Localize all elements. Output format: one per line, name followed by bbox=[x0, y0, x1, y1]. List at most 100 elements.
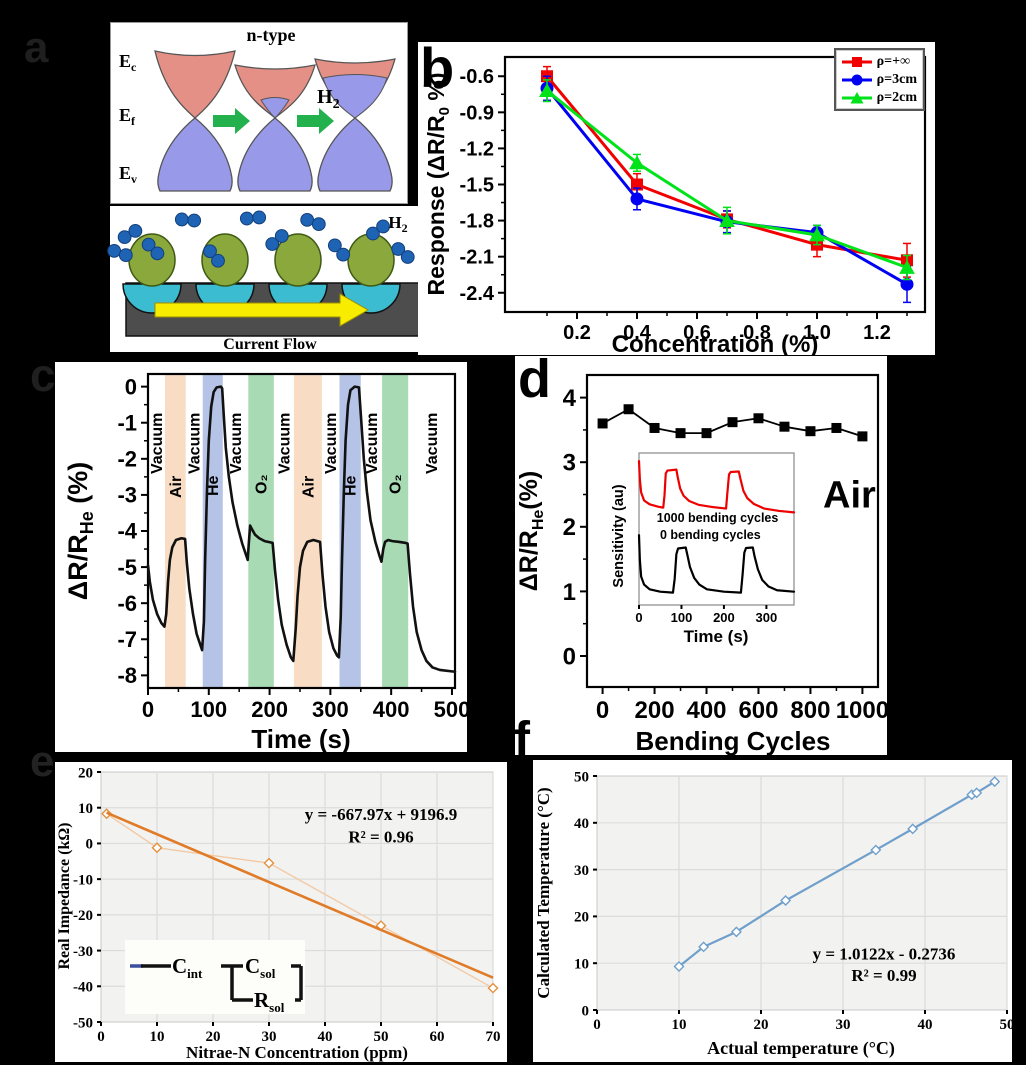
f-x-axis-label: Actual temperature (°C) bbox=[707, 1038, 895, 1059]
svg-text:-20: -20 bbox=[73, 908, 93, 924]
h2-molecule bbox=[391, 242, 406, 256]
svg-text:-1: -1 bbox=[117, 410, 137, 435]
svg-text:70: 70 bbox=[486, 1029, 501, 1045]
c-y-axis-label: ΔR/RHe (%) bbox=[63, 462, 97, 600]
cone2-conduction bbox=[234, 64, 316, 119]
panel-label-c: c bbox=[30, 349, 56, 401]
h2-molecule bbox=[187, 213, 202, 228]
svg-text:y = 1.0122x - 0.2736: y = 1.0122x - 0.2736 bbox=[813, 944, 956, 963]
e-x-axis-label: Nitrae-N Concentration (ppm) bbox=[186, 1043, 408, 1062]
panel-label-b: b bbox=[420, 36, 455, 99]
inset-y-axis-label: Sensitivity (au) bbox=[611, 484, 627, 587]
svg-text:R² = 0.99: R² = 0.99 bbox=[851, 966, 916, 985]
csol-label: Csol bbox=[245, 954, 276, 981]
h2-molecule bbox=[366, 226, 380, 241]
panel-label-e: e bbox=[30, 737, 55, 786]
transition-arrow-icon bbox=[213, 108, 250, 134]
svg-text:10: 10 bbox=[574, 956, 589, 972]
svg-text:20: 20 bbox=[206, 1029, 221, 1045]
svg-text:-1.5: -1.5 bbox=[460, 175, 494, 197]
svg-text:-0.6: -0.6 bbox=[460, 66, 494, 88]
svg-text:-3: -3 bbox=[117, 483, 137, 508]
svg-text:0: 0 bbox=[86, 837, 94, 853]
panel-label-f: f bbox=[514, 713, 530, 766]
panel-f-temperature-calibration: 0 10 20 30 40 50 0 10 20 30 40 50 y = 1.0122x - 0.27… bbox=[533, 760, 1015, 1062]
h2-molecule bbox=[336, 247, 351, 262]
h2-molecule bbox=[118, 248, 133, 263]
svg-text:500: 500 bbox=[434, 697, 471, 722]
svg-text:40: 40 bbox=[918, 1017, 933, 1033]
h2-molecule bbox=[376, 219, 390, 234]
current-flow-label: Current Flow bbox=[223, 336, 317, 353]
f-y-axis-label: Calculated Temperature (°C) bbox=[534, 787, 553, 998]
legend-item: ρ=3cm bbox=[840, 71, 917, 88]
h2-molecules bbox=[107, 210, 415, 268]
e-y-axis-label: Real Impedance (kΩ) bbox=[56, 822, 73, 969]
svg-text:y = -667.97x + 9196.9: y = -667.97x + 9196.9 bbox=[305, 805, 458, 824]
svg-text:10: 10 bbox=[672, 1017, 687, 1033]
svg-text:-10: -10 bbox=[73, 872, 93, 888]
svg-text:4: 4 bbox=[563, 385, 577, 412]
bending-inset: 0 100 200 300 1000 bending cycles 0 bending c… bbox=[611, 450, 801, 665]
h2-label: H2 bbox=[317, 86, 340, 112]
svg-text:3: 3 bbox=[563, 450, 576, 477]
svg-text:0: 0 bbox=[582, 1003, 590, 1019]
svg-text:1.2: 1.2 bbox=[863, 322, 891, 344]
chart-d_inset-content: 0 100 200 300 1000 bending cycles 0 bending c… bbox=[635, 452, 796, 625]
svg-text:Vacuum: Vacuum bbox=[323, 413, 340, 474]
svg-text:-0.9: -0.9 bbox=[460, 102, 494, 124]
svg-text:O₂: O₂ bbox=[388, 474, 405, 494]
svg-text:30: 30 bbox=[262, 1029, 277, 1045]
svg-text:50: 50 bbox=[1000, 1017, 1015, 1033]
legend-marker-triangle bbox=[841, 91, 872, 103]
svg-text:Air: Air bbox=[823, 474, 876, 516]
legend-box: ρ=+∞ ρ=3cm ρ=2cm bbox=[833, 48, 925, 111]
svg-text:400: 400 bbox=[373, 697, 410, 722]
svg-text:-1.8: -1.8 bbox=[460, 211, 494, 233]
d-y-axis-label: ΔR/RHe(%) bbox=[515, 471, 547, 591]
h2-molecule bbox=[265, 237, 280, 251]
svg-text:400: 400 bbox=[686, 697, 726, 724]
cone2-fermi-fill bbox=[260, 97, 290, 119]
impedance-chart: 0 10 20 30 40 50 60 70 20 10 0 -10 -20 -30 -40 -50 y = -… bbox=[56, 765, 501, 1062]
svg-text:1: 1 bbox=[563, 579, 576, 606]
svg-text:40: 40 bbox=[318, 1029, 333, 1045]
chart-f-content: 0 10 20 30 40 50 0 10 20 30 40 50 y = 1.0122x - 0.27… bbox=[574, 769, 1015, 1033]
svg-text:10: 10 bbox=[78, 801, 93, 817]
d-x-axis-label: Bending Cycles bbox=[635, 726, 830, 756]
svg-text:0: 0 bbox=[593, 1017, 601, 1033]
svg-text:-50: -50 bbox=[73, 1015, 93, 1031]
svg-text:0: 0 bbox=[142, 697, 154, 722]
svg-text:Vacuum: Vacuum bbox=[187, 413, 204, 474]
h2-molecule bbox=[252, 210, 267, 225]
svg-text:20: 20 bbox=[574, 910, 589, 926]
svg-text:800: 800 bbox=[790, 697, 830, 724]
rsol-label: Rsol bbox=[254, 988, 285, 1015]
h2-molecule bbox=[150, 246, 165, 261]
svg-text:0.2: 0.2 bbox=[563, 322, 591, 344]
svg-text:Vacuum: Vacuum bbox=[364, 413, 381, 474]
h2-molecule bbox=[400, 250, 415, 264]
panel-d-bending-cycles: 0 200 400 600 800 1000 0 1 2 3 4 Air ΔR/RHe(%) Bend… bbox=[515, 356, 889, 756]
h2-molecule bbox=[239, 211, 254, 226]
svg-text:0.6: 0.6 bbox=[683, 322, 711, 344]
svg-text:10: 10 bbox=[150, 1029, 165, 1045]
transition-arrow-icon bbox=[297, 108, 334, 134]
h2-molecule bbox=[141, 237, 156, 252]
svg-text:Vacuum: Vacuum bbox=[424, 413, 441, 474]
band-diagram-title: n-type bbox=[247, 25, 296, 45]
ev-label: Ev bbox=[119, 163, 137, 186]
panel-b-response-vs-concentration: 0.2 0.4 0.6 0.8 1.0 1.2 -0.6 -0.9 -1.2 -1.5 -1.8 -2… bbox=[418, 42, 935, 358]
svg-text:1000 bending cycles: 1000 bending cycles bbox=[657, 511, 779, 525]
svg-text:300: 300 bbox=[756, 610, 778, 625]
panel-e-impedance: 0 10 20 30 40 50 60 70 20 10 0 -10 -20 -30 -40 -50 y = -… bbox=[55, 762, 507, 1062]
svg-text:60: 60 bbox=[430, 1029, 445, 1045]
panel-a-band-diagram: n-type Ec Ef Ev bbox=[110, 22, 408, 204]
h2-molecule bbox=[211, 253, 225, 268]
svg-text:20: 20 bbox=[78, 765, 93, 781]
svg-text:Vacuum: Vacuum bbox=[228, 413, 245, 474]
equivalent-circuit-inset: Cint Csol Rsol bbox=[125, 940, 305, 1015]
h2-molecule bbox=[174, 212, 189, 227]
svg-text:-7: -7 bbox=[117, 627, 137, 652]
